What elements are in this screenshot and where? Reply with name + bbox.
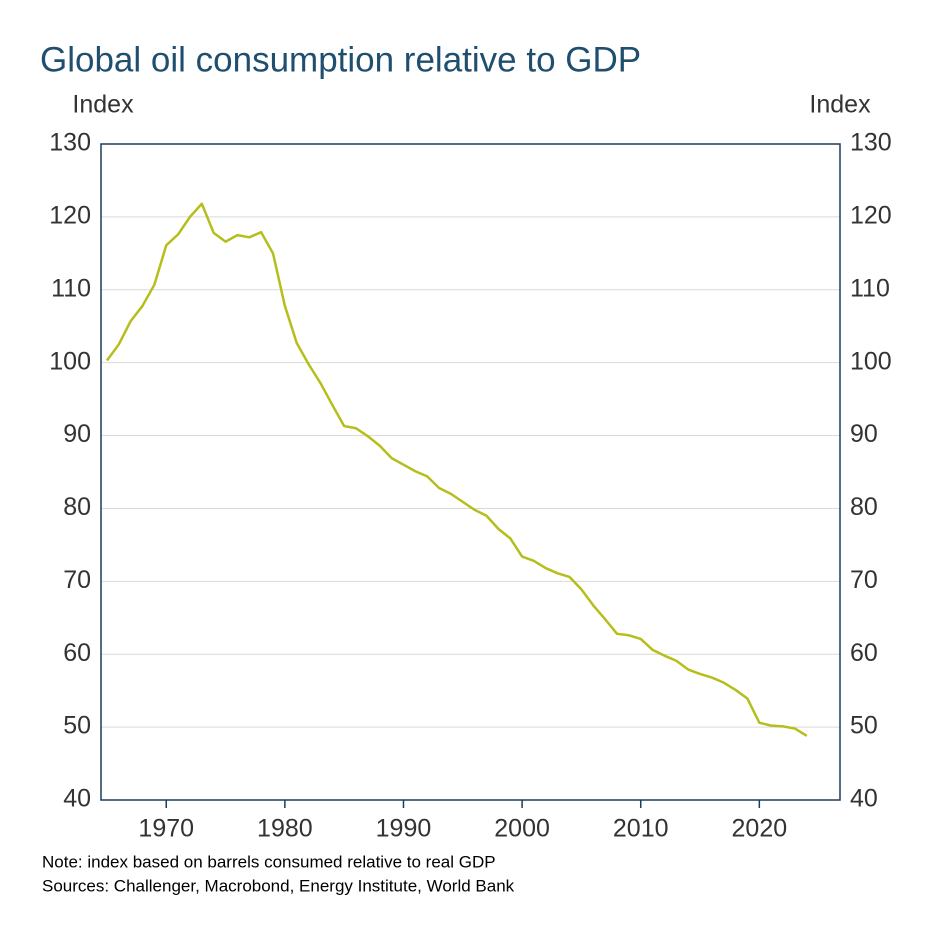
y-tick-label: 100 — [49, 347, 91, 375]
y-tick-label: 70 — [63, 566, 91, 594]
y2-tick-label: 80 — [850, 493, 878, 521]
x-tick-label: 2010 — [613, 815, 669, 843]
y-tick-label: 120 — [49, 201, 91, 229]
y2-tick-label: 130 — [850, 129, 892, 157]
x-tick-label: 2000 — [494, 815, 550, 843]
x-tick-label: 1990 — [376, 815, 432, 843]
y2-axis-label: Index — [809, 91, 871, 119]
y2-tick-label: 50 — [850, 712, 878, 740]
data-line — [105, 202, 808, 737]
y-axis-label: Index — [72, 91, 134, 119]
y2-tick-label: 120 — [850, 201, 892, 229]
y-tick-label: 40 — [63, 785, 91, 813]
note: Note: index based on barrels consumed re… — [42, 852, 496, 871]
y2-tick-label: 110 — [850, 274, 890, 302]
y-tick-label: 80 — [63, 493, 91, 521]
y2-tick-label: 90 — [850, 420, 878, 448]
chart-title: Global oil consumption relative to GDP — [40, 40, 641, 79]
y2-tick-label: 100 — [850, 347, 892, 375]
y-tick-label: 130 — [49, 129, 91, 157]
y-tick-label: 60 — [63, 639, 91, 667]
y2-tick-label: 60 — [850, 639, 878, 667]
y-tick-label: 50 — [63, 712, 91, 740]
x-tick-label: 1980 — [257, 815, 313, 843]
note: Sources: Challenger, Macrobond, Energy I… — [42, 876, 515, 895]
y2-tick-label: 70 — [850, 566, 878, 594]
y-tick-label: 110 — [51, 274, 91, 302]
x-tick-label: 1970 — [138, 815, 194, 843]
y2-tick-label: 40 — [850, 785, 878, 813]
plot-frame — [100, 143, 841, 801]
x-tick-label: 2020 — [732, 815, 788, 843]
y-tick-label: 90 — [63, 420, 91, 448]
